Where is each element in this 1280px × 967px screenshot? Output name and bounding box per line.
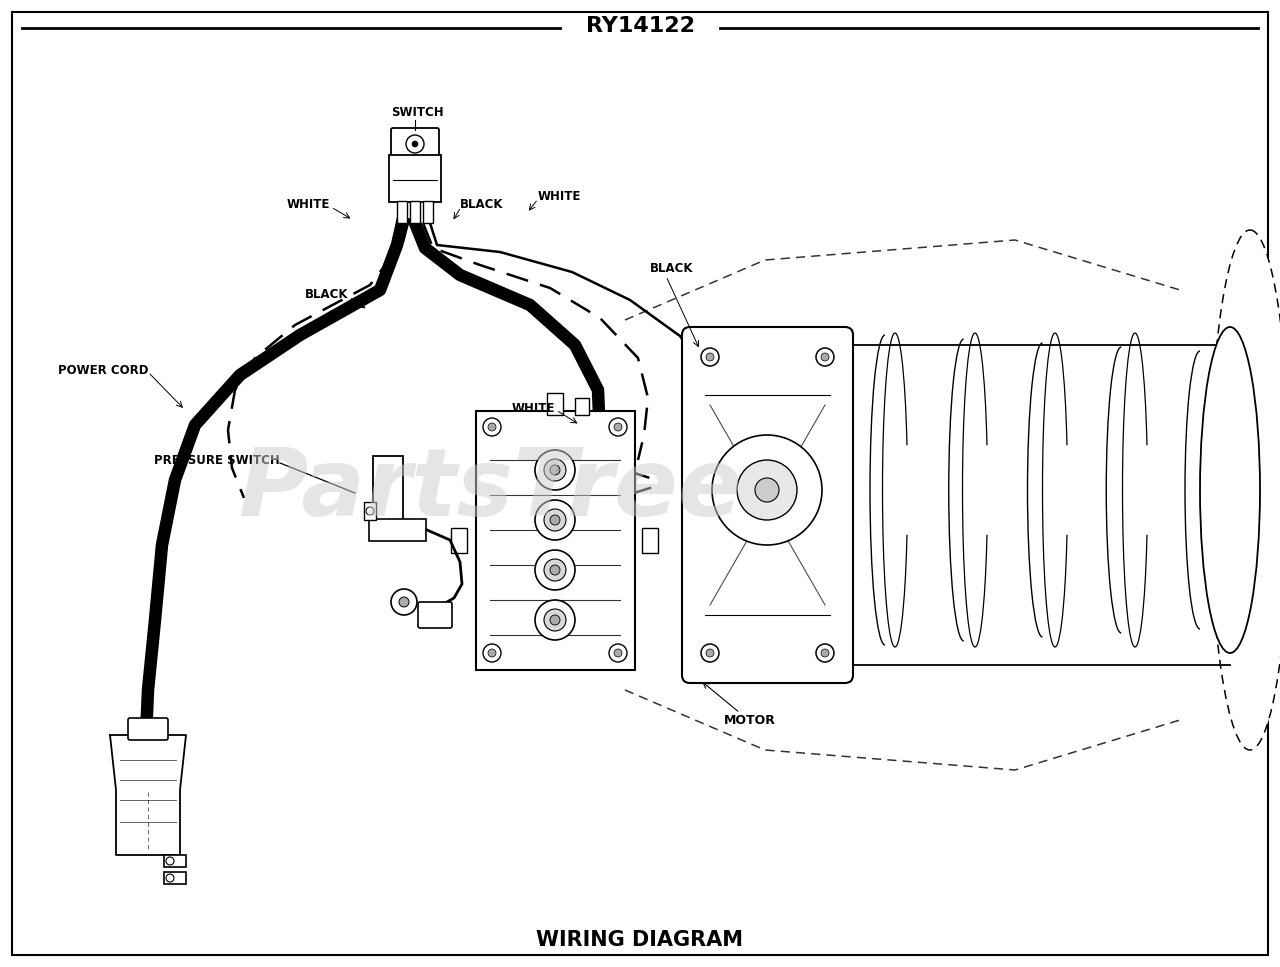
Ellipse shape <box>1201 327 1260 653</box>
Circle shape <box>544 609 566 631</box>
Circle shape <box>483 418 500 436</box>
Text: BLACK: BLACK <box>650 261 694 275</box>
Text: WHITE: WHITE <box>287 198 330 212</box>
Circle shape <box>406 135 424 153</box>
Circle shape <box>366 507 374 515</box>
Text: RY14122: RY14122 <box>585 16 695 36</box>
Circle shape <box>412 141 419 147</box>
Circle shape <box>488 649 497 657</box>
Circle shape <box>707 649 714 657</box>
Ellipse shape <box>1210 230 1280 750</box>
Bar <box>364 502 376 520</box>
Bar <box>451 528 467 553</box>
Circle shape <box>817 348 835 366</box>
Circle shape <box>550 465 561 475</box>
Circle shape <box>820 353 829 361</box>
Text: WHITE: WHITE <box>512 401 556 415</box>
Circle shape <box>614 649 622 657</box>
Circle shape <box>817 644 835 662</box>
FancyBboxPatch shape <box>389 155 442 202</box>
Circle shape <box>544 459 566 481</box>
Text: PartsTree: PartsTree <box>238 444 742 536</box>
Circle shape <box>399 597 410 607</box>
Circle shape <box>609 644 627 662</box>
Circle shape <box>820 649 829 657</box>
Circle shape <box>488 423 497 431</box>
Text: SWITCH: SWITCH <box>390 105 443 119</box>
Text: WHITE: WHITE <box>538 190 581 203</box>
Circle shape <box>166 857 174 865</box>
FancyBboxPatch shape <box>419 602 452 628</box>
Circle shape <box>550 565 561 575</box>
Circle shape <box>166 874 174 882</box>
Bar <box>575 398 589 415</box>
Circle shape <box>712 435 822 545</box>
Text: MOTOR: MOTOR <box>724 714 776 726</box>
Bar <box>164 855 186 867</box>
Circle shape <box>701 348 719 366</box>
Text: POWER CORD: POWER CORD <box>58 364 148 376</box>
Circle shape <box>535 550 575 590</box>
Circle shape <box>390 589 417 615</box>
Circle shape <box>544 509 566 531</box>
Circle shape <box>701 644 719 662</box>
Circle shape <box>550 615 561 625</box>
Text: BLACK: BLACK <box>460 198 503 212</box>
Text: PRESSURE SWITCH: PRESSURE SWITCH <box>155 454 280 466</box>
Circle shape <box>535 450 575 490</box>
FancyBboxPatch shape <box>128 718 168 740</box>
Circle shape <box>535 600 575 640</box>
Bar <box>410 201 420 223</box>
Polygon shape <box>110 735 186 855</box>
Bar <box>547 393 563 415</box>
FancyBboxPatch shape <box>390 128 439 160</box>
Circle shape <box>614 423 622 431</box>
Circle shape <box>535 500 575 540</box>
Bar <box>422 201 433 223</box>
Bar <box>397 201 407 223</box>
Circle shape <box>609 418 627 436</box>
Circle shape <box>550 515 561 525</box>
Text: WIRING DIAGRAM: WIRING DIAGRAM <box>536 930 744 950</box>
Circle shape <box>483 644 500 662</box>
FancyBboxPatch shape <box>369 519 426 541</box>
FancyBboxPatch shape <box>476 411 635 670</box>
FancyBboxPatch shape <box>682 327 852 683</box>
Circle shape <box>707 353 714 361</box>
Circle shape <box>737 460 797 520</box>
Bar <box>164 872 186 884</box>
FancyBboxPatch shape <box>372 456 403 523</box>
Bar <box>643 528 658 553</box>
Circle shape <box>755 478 780 502</box>
Circle shape <box>544 559 566 581</box>
Text: BLACK: BLACK <box>305 288 348 302</box>
